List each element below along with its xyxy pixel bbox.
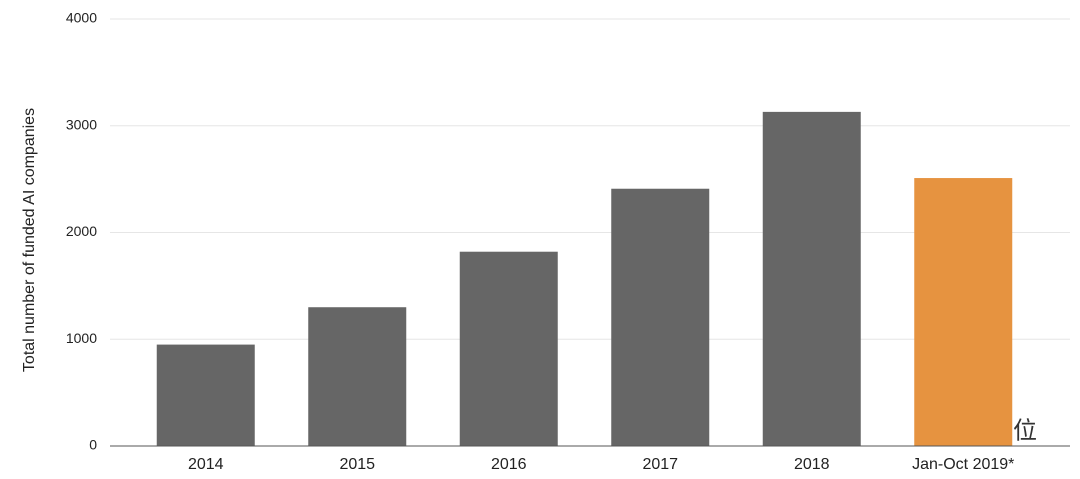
x-tick-label: 2016: [491, 456, 527, 473]
x-tick-label: 2018: [794, 456, 830, 473]
bar: [914, 178, 1013, 446]
y-tick-label: 0: [89, 437, 97, 453]
y-tick-label: 3000: [66, 116, 97, 132]
y-tick-label: 4000: [66, 10, 97, 26]
x-tick-label: Jan-Oct 2019*: [912, 456, 1014, 473]
y-axis-label: Total number of funded AI companies: [21, 108, 38, 372]
x-tick-label: 2014: [188, 456, 224, 473]
bar: [308, 307, 407, 446]
y-tick-label: 2000: [66, 223, 97, 239]
x-tick-label: 2017: [642, 456, 678, 473]
bar: [459, 251, 558, 446]
bar: [611, 188, 710, 447]
bar: [156, 344, 255, 446]
y-tick-label: 1000: [66, 330, 97, 346]
x-tick-label: 2015: [339, 456, 375, 473]
bar: [762, 111, 861, 446]
